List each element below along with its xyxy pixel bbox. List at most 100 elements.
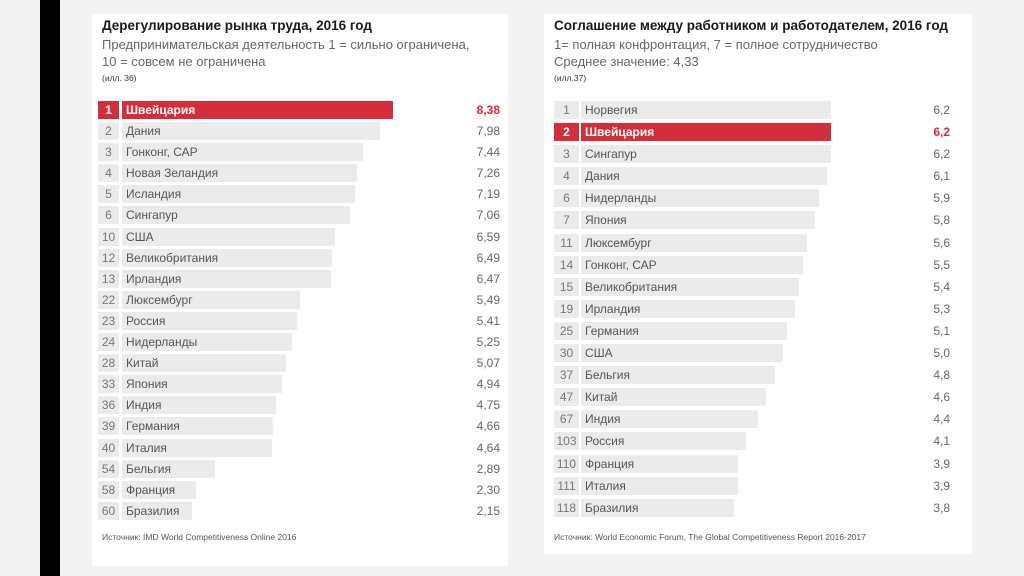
chart-subtitle-line-2: 10 = совсем не ограничена <box>102 54 266 69</box>
chart-subtitle-line-1: Предпринимательская деятельность 1 = сил… <box>102 37 470 52</box>
bar <box>581 299 795 318</box>
country-label: Швейцария <box>585 125 655 140</box>
rank-label: 12 <box>98 248 119 267</box>
value-label: 5,25 <box>476 335 500 350</box>
value-label: 7,98 <box>476 124 500 139</box>
bar-row: 39 Германия 4,66 <box>98 416 506 437</box>
value-label: 5,3 <box>933 301 950 316</box>
country-label: Норвегия <box>585 103 638 117</box>
value-label: 5,1 <box>933 323 950 338</box>
bar-row: 19 Ирландия 5,3 <box>554 299 962 321</box>
bar <box>581 410 759 429</box>
bar <box>122 459 216 478</box>
rank-label: 110 <box>554 454 579 473</box>
rank-label: 25 <box>554 321 579 340</box>
chart-title: Соглашение между работником и работодате… <box>554 18 949 33</box>
bar <box>122 227 336 246</box>
chart-title: Дерегулирование рынка труда, 2016 год <box>102 18 372 33</box>
country-label: Япония <box>126 377 168 392</box>
value-label: 5,6 <box>933 235 950 250</box>
rank-label: 6 <box>554 189 579 208</box>
country-label: Бельгия <box>126 461 171 476</box>
country-label: Ирландия <box>126 271 182 286</box>
bar-row: 14 Гонконг, САР 5,5 <box>554 255 962 277</box>
bar <box>581 432 747 451</box>
country-label: Бельгия <box>585 368 630 383</box>
left-black-bar <box>40 0 60 576</box>
value-label: 7,26 <box>476 166 500 181</box>
bar <box>122 375 282 394</box>
chart-panel-employer-cooperation: Соглашение между работником и работодате… <box>544 14 972 554</box>
country-label: США <box>126 229 154 244</box>
bar-row: 6 Сингапур 7,06 <box>98 205 506 226</box>
rank-label: 37 <box>554 366 579 385</box>
bar <box>581 388 767 407</box>
bar-row: 30 США 5,0 <box>554 343 962 365</box>
bar <box>122 143 363 162</box>
bar-row: 12 Великобритания 6,49 <box>98 248 506 269</box>
bar-rows: 1 Швейцария 8,38 2 Дания 7,98 3 Гонконг, САР 7,4… <box>98 100 506 522</box>
bar-row: 36 Индия 4,75 <box>98 395 506 416</box>
rank-label: 54 <box>98 459 119 478</box>
country-label: Новая Зеландия <box>126 166 219 181</box>
rank-label: 47 <box>554 388 579 407</box>
rank-label: 14 <box>554 255 579 274</box>
bar <box>122 354 286 373</box>
country-label: Бразилия <box>126 503 180 518</box>
bar-row: 47 Китай 4,6 <box>554 387 962 409</box>
bar-row: 3 Сингапур 6,2 <box>554 144 962 166</box>
country-label: Германия <box>126 419 180 434</box>
chart-source: Источник: World Economic Forum, The Glob… <box>554 532 866 542</box>
country-label: Швейцария <box>126 103 196 117</box>
country-label: Нидерланды <box>585 191 657 206</box>
rank-label: 118 <box>554 498 579 517</box>
rank-label: 33 <box>98 375 119 394</box>
rank-label: 5 <box>98 185 119 204</box>
country-label: Великобритания <box>585 279 678 294</box>
value-label: 8,38 <box>476 103 500 117</box>
value-label: 3,9 <box>933 456 950 471</box>
value-label: 5,49 <box>476 292 500 307</box>
bar <box>581 167 827 186</box>
bar-row: 28 Китай 5,07 <box>98 353 506 374</box>
bar <box>581 211 815 230</box>
bar <box>581 476 739 495</box>
bar <box>122 311 297 330</box>
rank-label: 7 <box>554 211 579 230</box>
bar <box>581 123 831 142</box>
country-label: Люксембург <box>126 292 193 307</box>
rank-label: 39 <box>98 417 119 436</box>
rank-label: 24 <box>98 333 119 352</box>
value-label: 4,8 <box>933 368 950 383</box>
chart-subtitle-line-2: Среднее значение: 4,33 <box>554 54 699 69</box>
country-label: Китай <box>126 356 159 371</box>
country-label: Бразилия <box>585 500 639 515</box>
bar <box>122 333 292 352</box>
value-label: 5,41 <box>476 313 500 328</box>
bar <box>581 277 799 296</box>
value-label: 4,64 <box>476 440 500 455</box>
bar-row: 4 Новая Зеландия 7,26 <box>98 163 506 184</box>
rank-label: 30 <box>554 344 579 363</box>
rank-label: 67 <box>554 410 579 429</box>
bar-row: 24 Нидерланды 5,25 <box>98 332 506 353</box>
bar-row: 11 Люксембург 5,6 <box>554 233 962 255</box>
country-label: Нидерланды <box>126 335 198 350</box>
bar <box>581 454 739 473</box>
country-label: Исландия <box>126 187 182 202</box>
value-label: 4,94 <box>476 377 500 392</box>
value-label: 4,66 <box>476 419 500 434</box>
bar-row: 1 Швейцария 8,38 <box>98 100 506 121</box>
rank-label: 40 <box>98 438 119 457</box>
country-label: Индия <box>585 412 621 427</box>
country-label: Россия <box>126 313 166 328</box>
bar-row: 54 Бельгия 2,89 <box>98 459 506 480</box>
value-label: 6,2 <box>933 147 950 162</box>
value-label: 6,2 <box>933 125 950 140</box>
bar-row: 4 Дания 6,1 <box>554 166 962 188</box>
country-label: Великобритания <box>126 250 219 265</box>
bar-row: 13 Ирландия 6,47 <box>98 269 506 290</box>
bar-row: 2 Дания 7,98 <box>98 121 506 142</box>
bar-row: 23 Россия 5,41 <box>98 311 506 332</box>
value-label: 6,47 <box>476 271 500 286</box>
